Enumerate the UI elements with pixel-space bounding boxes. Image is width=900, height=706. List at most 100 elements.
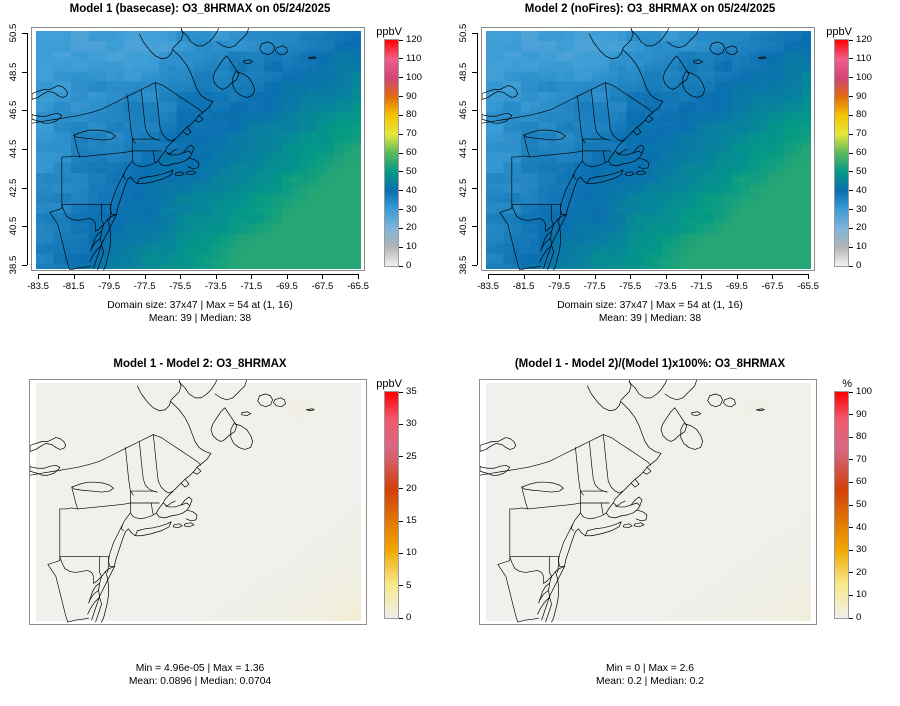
x-axis-tick-label: -73.5	[654, 281, 677, 292]
colorbar-tick	[849, 391, 853, 393]
x-axis-tick	[215, 274, 217, 279]
colorbar-percent-difference: % 0 10 20 30 40 50 60 70 80 90 100	[820, 378, 898, 625]
colorbar-unit-label: %	[842, 378, 852, 390]
x-axis-tick	[808, 274, 809, 279]
colorbar-frame	[384, 391, 399, 619]
ozone-raster-model2	[486, 31, 811, 269]
colorbar-tick	[849, 572, 853, 574]
y-axis-tick	[22, 187, 27, 189]
colorbar-frame	[834, 39, 849, 267]
colorbar-unit-label: ppbV	[826, 26, 852, 38]
colorbar-tick	[399, 617, 403, 619]
colorbar-tick	[849, 58, 853, 60]
y-axis-tick-label: 42.5	[8, 178, 19, 197]
colorbar-tick	[399, 133, 403, 135]
caption-line-1: Min = 0 | Max = 2.6	[606, 663, 694, 674]
colorbar-frame	[834, 391, 849, 619]
x-axis-tick	[286, 274, 288, 279]
y-axis-tick-label: 48.5	[8, 62, 19, 81]
colorbar-tick-label: 90	[406, 90, 417, 102]
x-axis-tick-label: -71.5	[240, 281, 263, 292]
map-plot-area-model1[interactable]	[31, 27, 365, 271]
y-axis-tick	[22, 33, 27, 34]
colorbar-tick-label: 10	[856, 241, 867, 253]
colorbar-tick-label: 60	[856, 476, 867, 488]
stats-caption-percent-difference: Min = 0 | Max = 2.6 Mean: 0.2 | Median: …	[450, 663, 850, 688]
x-axis-tick-label: -81.5	[62, 281, 85, 292]
colorbar-tick	[849, 617, 853, 619]
colorbar-tick	[849, 246, 853, 248]
colorbar-tick	[399, 391, 403, 393]
x-axis-tick	[180, 274, 182, 279]
y-axis-line-model2	[477, 33, 478, 265]
colorbar-tick-label: 5	[406, 579, 412, 591]
colorbar-tick-label: 25	[406, 450, 417, 462]
y-axis-tick-label: 40.5	[458, 216, 469, 236]
map-plot-area-difference[interactable]	[29, 379, 367, 625]
colorbar-tick-label: 15	[406, 515, 417, 527]
colorbar-tick	[849, 527, 853, 529]
colorbar-tick	[399, 265, 403, 267]
colorbar-gradient[interactable]	[835, 392, 848, 618]
y-axis-tick	[472, 226, 477, 228]
map-plot-area-percent-difference[interactable]	[479, 379, 817, 625]
colorbar-tick	[849, 171, 853, 173]
colorbar-tick	[399, 488, 403, 490]
colorbar-gradient[interactable]	[385, 40, 398, 266]
colorbar-tick-label: 20	[406, 222, 417, 234]
y-axis-tick	[472, 265, 477, 266]
y-axis-tick-label: 40.5	[8, 216, 19, 236]
page-title: Model 1 - Model 2: O3_8HRMAX	[113, 358, 287, 370]
page-title: (Model 1 - Model 2)/(Model 1)x100%: O3_8…	[514, 358, 786, 370]
colorbar-model1: ppbV 0 10 20 30 40 50 60 70 80 90 100 110 120	[370, 26, 448, 273]
colorbar-tick	[399, 152, 403, 154]
y-axis-tick	[22, 226, 27, 228]
x-axis-tick	[358, 274, 359, 279]
x-axis-tick	[38, 274, 39, 279]
colorbar-tick-label: 110	[856, 52, 872, 64]
y-axis-tick	[22, 110, 27, 112]
x-axis-tick-label: -69.5	[725, 281, 748, 292]
colorbar-tick-label: 70	[856, 128, 867, 140]
x-axis-tick	[144, 274, 146, 279]
colorbar-tick-label: 40	[856, 184, 867, 196]
x-axis-tick	[594, 274, 596, 279]
map-plot-area-model2[interactable]	[481, 27, 815, 271]
panel-model1: Model 1 (basecase): O3_8HRMAX on 05/24/2…	[0, 0, 450, 353]
colorbar-tick	[849, 227, 853, 229]
difference-raster	[36, 383, 361, 621]
x-axis-tick	[251, 274, 253, 279]
colorbar-tick-label: 35	[406, 386, 417, 397]
colorbar-tick	[849, 39, 853, 41]
x-axis-tick	[523, 274, 525, 279]
x-axis-tick	[665, 274, 667, 279]
colorbar-tick-label: 30	[406, 418, 417, 430]
colorbar-tick	[399, 58, 403, 60]
colorbar-gradient[interactable]	[835, 40, 848, 266]
colorbar-difference: ppbV 0 5 10 15 20 25 30 35	[370, 378, 448, 625]
stats-caption-model1: Domain size: 37x47 | Max = 54 at (1, 16)…	[0, 300, 400, 325]
y-axis-tick-label: 50.5	[8, 23, 19, 43]
x-axis-tick	[736, 274, 738, 279]
y-axis-tick	[472, 33, 477, 34]
colorbar-tick-label: 30	[856, 203, 867, 215]
x-axis-tick-label: -67.5	[311, 281, 334, 292]
x-axis-tick	[559, 274, 561, 279]
panel-model2: Model 2 (noFires): O3_8HRMAX on 05/24/20…	[450, 0, 900, 353]
colorbar-tick-label: 30	[406, 203, 417, 215]
colorbar-tick	[399, 190, 403, 192]
colorbar-gradient[interactable]	[385, 392, 398, 618]
ozone-raster-model1	[36, 31, 361, 269]
colorbar-tick-label: 50	[856, 165, 867, 177]
x-axis-tick-label: -73.5	[204, 281, 227, 292]
colorbar-tick-label: 0	[406, 260, 412, 271]
y-axis-tick	[22, 149, 27, 150]
x-axis-tick	[322, 274, 324, 279]
x-axis-tick-label: -81.5	[512, 281, 535, 292]
colorbar-model2: ppbV 0 10 20 30 40 50 60 70 80 90 100 110 120	[820, 26, 898, 273]
x-axis-line-model2	[488, 274, 808, 275]
colorbar-tick	[849, 481, 853, 483]
stats-caption-model2: Domain size: 37x47 | Max = 54 at (1, 16)…	[450, 300, 850, 325]
colorbar-tick-label: 120	[856, 34, 873, 45]
y-axis-tick	[22, 71, 27, 73]
